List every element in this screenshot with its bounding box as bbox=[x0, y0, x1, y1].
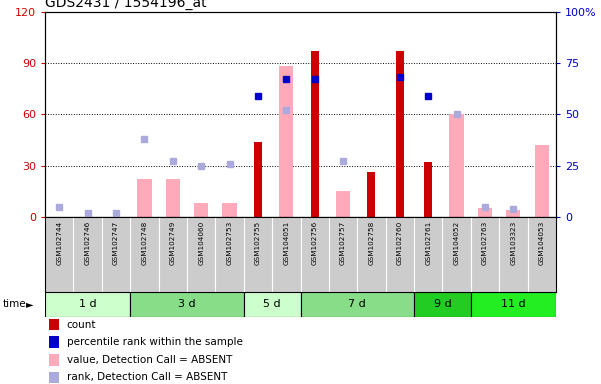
Text: percentile rank within the sample: percentile rank within the sample bbox=[67, 337, 242, 347]
Text: GSM102755: GSM102755 bbox=[255, 221, 261, 265]
Bar bbox=[166, 179, 180, 217]
Text: GSM102757: GSM102757 bbox=[340, 221, 346, 265]
Text: time: time bbox=[3, 299, 26, 310]
Text: GSM102749: GSM102749 bbox=[170, 221, 175, 265]
Text: GSM104051: GSM104051 bbox=[283, 221, 289, 265]
Text: GSM102761: GSM102761 bbox=[426, 221, 431, 265]
Bar bbox=[300, 292, 414, 317]
Text: GSM104052: GSM104052 bbox=[454, 221, 460, 265]
Text: GSM102756: GSM102756 bbox=[312, 221, 318, 265]
Bar bbox=[254, 142, 262, 217]
Text: 3 d: 3 d bbox=[178, 299, 196, 310]
Bar bbox=[45, 292, 130, 317]
Bar bbox=[222, 203, 237, 217]
Text: GSM102747: GSM102747 bbox=[113, 221, 119, 265]
Text: GSM104053: GSM104053 bbox=[538, 221, 545, 265]
Bar bbox=[414, 292, 471, 317]
Text: value, Detection Call = ABSENT: value, Detection Call = ABSENT bbox=[67, 355, 232, 365]
Text: GSM102748: GSM102748 bbox=[141, 221, 147, 265]
Text: GSM103323: GSM103323 bbox=[510, 221, 516, 265]
Bar bbox=[311, 51, 319, 217]
Bar bbox=[137, 179, 151, 217]
Text: GSM102763: GSM102763 bbox=[482, 221, 488, 265]
Bar bbox=[49, 336, 59, 348]
Text: GSM102753: GSM102753 bbox=[227, 221, 233, 265]
Bar bbox=[49, 372, 59, 383]
Text: count: count bbox=[67, 319, 96, 329]
Bar bbox=[506, 210, 520, 217]
Text: 9 d: 9 d bbox=[433, 299, 451, 310]
Text: GSM102758: GSM102758 bbox=[368, 221, 374, 265]
Text: 11 d: 11 d bbox=[501, 299, 526, 310]
Text: GSM102744: GSM102744 bbox=[56, 221, 63, 265]
Bar bbox=[424, 162, 432, 217]
Text: GSM102746: GSM102746 bbox=[85, 221, 91, 265]
Text: rank, Detection Call = ABSENT: rank, Detection Call = ABSENT bbox=[67, 372, 227, 382]
Bar bbox=[279, 66, 293, 217]
Text: 7 d: 7 d bbox=[349, 299, 366, 310]
Bar bbox=[471, 292, 556, 317]
Text: 1 d: 1 d bbox=[79, 299, 96, 310]
Bar bbox=[396, 51, 404, 217]
Text: GSM104060: GSM104060 bbox=[198, 221, 204, 265]
Bar bbox=[450, 114, 464, 217]
Bar bbox=[244, 292, 300, 317]
Bar bbox=[478, 209, 492, 217]
Bar bbox=[367, 172, 376, 217]
Bar bbox=[49, 354, 59, 366]
Bar bbox=[535, 145, 549, 217]
Bar bbox=[194, 203, 209, 217]
Bar bbox=[130, 292, 244, 317]
Bar bbox=[336, 191, 350, 217]
Text: GDS2431 / 1554196_at: GDS2431 / 1554196_at bbox=[45, 0, 207, 10]
Text: GSM102760: GSM102760 bbox=[397, 221, 403, 265]
Bar bbox=[49, 319, 59, 331]
Text: 5 d: 5 d bbox=[263, 299, 281, 310]
Text: ►: ► bbox=[26, 299, 33, 310]
